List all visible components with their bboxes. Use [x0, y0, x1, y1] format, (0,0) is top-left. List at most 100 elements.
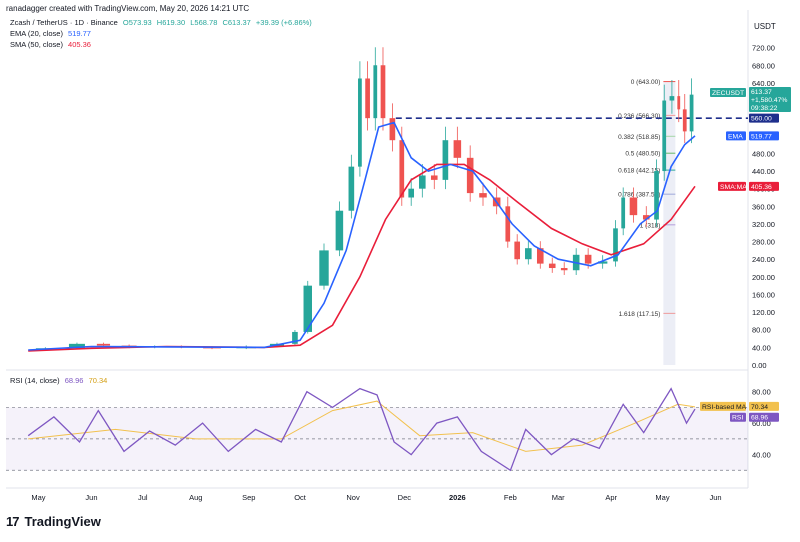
rsi-ma-value-tag-text: 70.34 [751, 404, 768, 411]
fib-level-label: 0.5 (480.50) [625, 151, 660, 158]
rsi-value-tag-bg [749, 412, 779, 422]
time-tick-label: Mar [552, 493, 565, 502]
time-tick-label: Oct [294, 493, 307, 502]
tradingview-logo[interactable]: 17 TradingView [6, 514, 101, 529]
ema-legend-label: EMA (20, close) [10, 29, 63, 38]
price-tick-label: 320.00 [752, 220, 775, 229]
ema-legend-value: 519.77 [68, 29, 91, 38]
price-tick-label: 720.00 [752, 44, 775, 53]
candle-body [584, 254, 592, 264]
fib-level-label: 1.618 (117.15) [619, 311, 661, 318]
rsi-tick-label: 80.00 [752, 388, 771, 397]
price-tick-label: 120.00 [752, 308, 775, 317]
rsi-legend-label: RSI (14, close) [10, 376, 60, 385]
time-tick-label: May [31, 493, 45, 502]
time-tick-label: 2026 [449, 493, 466, 502]
price-tick-label: 160.00 [752, 290, 775, 299]
time-tick-label: Apr [605, 493, 617, 502]
last-price-tag-bg [749, 87, 791, 112]
candle-body [442, 140, 449, 180]
sma-value-tag-text: 405.36 [751, 184, 772, 191]
candle-body [689, 94, 694, 132]
price-tick-label: 200.00 [752, 273, 775, 282]
last-price-tag-text: 09:38:22 [751, 105, 778, 112]
candle-body [597, 261, 608, 264]
price-tick-label: 280.00 [752, 238, 775, 247]
time-tick-label: Jun [709, 493, 721, 502]
sma-tag-bg [718, 181, 746, 191]
fib-level-label: 0.786 (387.55) [618, 192, 660, 199]
price-tick-label: 440.00 [752, 167, 775, 176]
rsi-line [27, 387, 696, 472]
candle-body [358, 78, 362, 167]
candle-body [292, 331, 298, 344]
ohlc-close: C613.37 [222, 18, 251, 27]
ema-legend[interactable]: EMA (20, close) 519.77 [10, 29, 94, 38]
sma-legend[interactable]: SMA (50, close) 405.36 [10, 40, 94, 49]
price-tick-label: 80.00 [752, 326, 771, 335]
rsi-legend[interactable]: RSI (14, close) 68.96 70.34 [10, 376, 110, 385]
rsi-ma-value-tag-bg [749, 401, 779, 411]
candle-body [613, 228, 618, 262]
ohlc-low: L568.78 [190, 18, 218, 27]
price-tick-label: 360.00 [752, 202, 775, 211]
price-tick-label: 40.00 [752, 343, 771, 352]
candle-body [479, 193, 487, 198]
ohlc-high: H619.30 [156, 18, 186, 27]
symbol-legend: Zcash / TetherUS · 1D · Binance O573.93 … [10, 18, 315, 27]
time-tick-label: May [655, 493, 669, 502]
ema-tag-bg [726, 131, 746, 141]
rsi-ma-tag-text: RSI-based MA [702, 404, 747, 411]
candle-body [505, 206, 511, 242]
ema20-line [28, 121, 696, 351]
candle-body [380, 65, 386, 119]
fib-level-label: 0.618 (442.15) [618, 168, 660, 175]
candle-body [514, 241, 521, 260]
level-tag-text: 560.00 [751, 116, 772, 123]
candle-body [373, 65, 378, 119]
time-tick-label: Sep [242, 493, 255, 502]
sma-tag-text: SMA:MA [720, 184, 747, 191]
candle-body [682, 109, 687, 132]
candle-body [669, 96, 675, 101]
time-tick-label: Aug [189, 493, 202, 502]
level-tag-bg [749, 113, 779, 123]
candle-body [399, 140, 405, 198]
candle-body [408, 188, 415, 198]
fib-level-label: 0.382 (518.85) [618, 134, 660, 141]
price-tick-label: 640.00 [752, 79, 775, 88]
author-line: ranadagger created with TradingView.com,… [6, 4, 250, 13]
candle-body [654, 171, 659, 220]
ohlc-open: O573.93 [122, 18, 152, 27]
ohlc-change: +39.39 (+6.86%) [255, 18, 312, 27]
candle-body [662, 100, 667, 172]
ema-value-tag-text: 519.77 [751, 133, 772, 140]
rsi-value-tag-text: 68.96 [751, 415, 768, 422]
candle-body [68, 343, 85, 349]
sma-value-tag-bg [749, 181, 779, 191]
time-tick-label: Jun [85, 493, 97, 502]
fib-level-label: 0 (643.00) [631, 79, 661, 86]
rsi-ma-line [28, 400, 696, 452]
candle-body [430, 175, 438, 180]
tradingview-logo-text: TradingView [24, 514, 101, 529]
candle-body [419, 175, 426, 189]
ema-value-tag-bg [749, 131, 779, 141]
candle-body [525, 248, 532, 260]
rsi-tag-text: RSI [732, 415, 743, 422]
sma-legend-value: 405.36 [68, 40, 91, 49]
currency-unit: USDT [754, 22, 776, 31]
symbol-tag-bg [710, 88, 746, 97]
candle-body [335, 210, 344, 251]
candle-body [548, 263, 556, 269]
sma-legend-label: SMA (50, close) [10, 40, 63, 49]
symbol-name[interactable]: Zcash / TetherUS · 1D · Binance [10, 18, 118, 27]
ema-tag-text: EMA [728, 133, 743, 140]
last-price-tag-text: +1,580.47% [751, 97, 787, 104]
candle-body [389, 118, 396, 141]
last-price-tag-text: 613.37 [751, 89, 772, 96]
price-tick-label: 240.00 [752, 255, 775, 264]
rsi-tag-bg [730, 412, 746, 422]
